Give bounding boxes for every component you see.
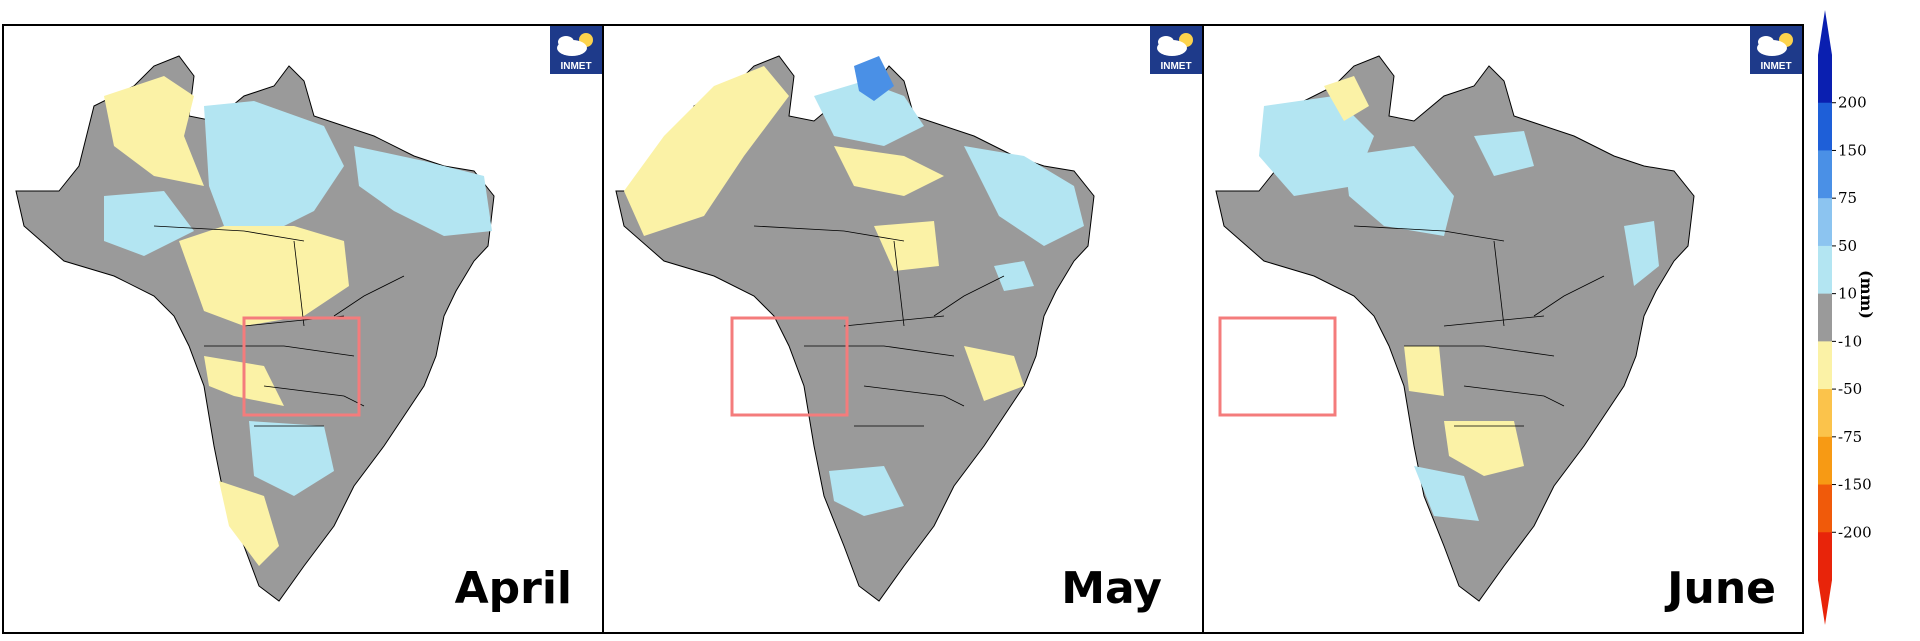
wet-anomaly-west bbox=[104, 191, 194, 256]
wet-anomaly-northeast bbox=[354, 146, 492, 236]
colorbar-segment bbox=[1818, 389, 1832, 438]
dry-anomaly-southeast bbox=[964, 346, 1024, 401]
colorbar-tick-label: -200 bbox=[1838, 523, 1872, 541]
brazil-map-may bbox=[615, 55, 1095, 602]
wet-anomaly-north bbox=[814, 81, 924, 146]
dry-anomaly-south bbox=[1444, 421, 1524, 476]
colorbar-tick-label: -10 bbox=[1838, 332, 1862, 350]
colorbar-segment bbox=[1818, 484, 1832, 533]
colorbar-segment bbox=[1818, 341, 1832, 390]
map-panel-june: INMET June bbox=[1202, 24, 1804, 634]
wet-anomaly-east bbox=[1624, 221, 1659, 286]
highlight-box bbox=[730, 316, 849, 417]
wet-anomaly-northeast bbox=[1474, 131, 1534, 176]
weather-cloud-sun-icon bbox=[1157, 33, 1193, 56]
colorbar-segment bbox=[1818, 532, 1832, 581]
colorbar-tick-label: 200 bbox=[1838, 94, 1867, 112]
colorbar-tick-label: 75 bbox=[1838, 189, 1857, 207]
colorbar-segment bbox=[1818, 55, 1832, 104]
month-label: May bbox=[1061, 563, 1162, 614]
state-borders bbox=[1353, 225, 1605, 427]
weather-cloud-sun-icon bbox=[1757, 33, 1793, 56]
colorbar-tick-label: -150 bbox=[1838, 476, 1872, 494]
dry-anomaly-central bbox=[874, 221, 939, 271]
colorbar-tick-label: -75 bbox=[1838, 428, 1862, 446]
inmet-logo: INMET bbox=[1150, 26, 1202, 74]
wet-anomaly-amapa bbox=[854, 56, 894, 101]
wet-anomaly-north bbox=[204, 101, 344, 236]
colorbar-segment bbox=[1818, 245, 1832, 295]
wet-anomaly-south bbox=[829, 466, 904, 516]
dry-anomaly-northwest bbox=[624, 66, 789, 236]
colorbar-tick-label: 150 bbox=[1838, 141, 1867, 159]
dry-anomaly-southwest bbox=[1404, 346, 1444, 396]
wet-anomaly-northwest bbox=[1259, 96, 1374, 196]
colorbar-segment bbox=[1818, 150, 1832, 199]
wet-anomaly-northeast bbox=[964, 146, 1084, 246]
state-borders bbox=[753, 225, 1005, 427]
dry-anomaly-northwest bbox=[104, 76, 204, 186]
units-label: (mm) bbox=[1857, 270, 1876, 319]
dry-anomaly-central bbox=[179, 226, 349, 326]
colorbar-segment bbox=[1818, 436, 1832, 486]
wet-anomaly-south bbox=[249, 421, 334, 496]
colorbar-tick-label: 50 bbox=[1838, 237, 1857, 255]
highlight-box bbox=[1218, 316, 1337, 417]
state-borders bbox=[153, 225, 405, 427]
dry-anomaly-south bbox=[219, 481, 279, 566]
logo-text: INMET bbox=[1760, 61, 1792, 72]
brazil-map-june bbox=[1215, 55, 1695, 602]
colorbar-tick-label: 10 bbox=[1838, 285, 1857, 303]
inmet-logo: INMET bbox=[550, 26, 602, 74]
colorbar-top-arrow bbox=[1818, 10, 1832, 55]
dry-anomaly-north-central bbox=[834, 146, 944, 196]
brazil-outline bbox=[615, 55, 1095, 602]
colorbar-segment bbox=[1818, 198, 1832, 247]
weather-cloud-sun-icon bbox=[557, 33, 593, 56]
colorbar-tick-label: -50 bbox=[1838, 380, 1862, 398]
map-panel-may: INMET May bbox=[602, 24, 1204, 634]
month-label: June bbox=[1667, 563, 1776, 614]
wet-anomaly-south bbox=[1414, 466, 1479, 521]
brazil-outline bbox=[1215, 55, 1695, 602]
month-label: April bbox=[454, 563, 572, 614]
inmet-logo: INMET bbox=[1750, 26, 1802, 74]
colorbar-bottom-arrow bbox=[1818, 580, 1832, 625]
dry-anomaly-northwest bbox=[1324, 76, 1369, 121]
brazil-map-april bbox=[15, 55, 495, 602]
wet-anomaly-east bbox=[994, 261, 1034, 291]
colorbar-segment bbox=[1818, 293, 1832, 342]
color-scale-legend: 200 150 75 50 10 -10 -50 -75 -150 -200 bbox=[1816, 10, 1920, 630]
colorbar: 200 150 75 50 10 -10 -50 -75 -150 -200 bbox=[1818, 10, 1872, 625]
wet-anomaly-north bbox=[1344, 146, 1454, 236]
colorbar-segment bbox=[1818, 102, 1832, 151]
logo-text: INMET bbox=[1160, 61, 1192, 72]
logo-text: INMET bbox=[560, 61, 592, 72]
highlight-box bbox=[242, 316, 361, 417]
map-panel-april: INMET April bbox=[2, 24, 604, 634]
